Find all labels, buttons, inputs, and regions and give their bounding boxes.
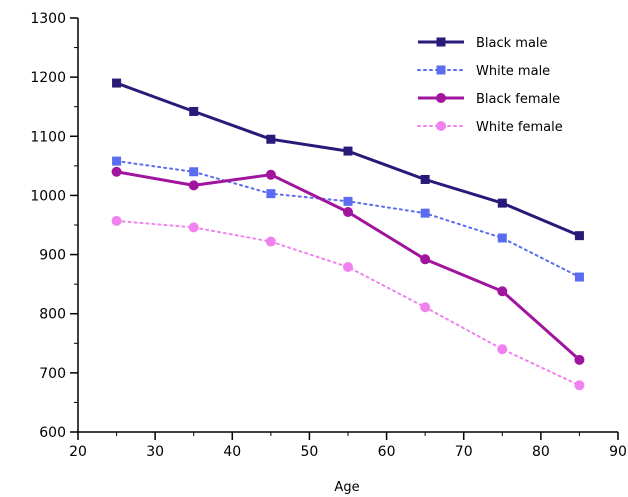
data-point-white-female [343, 261, 353, 272]
axes: 600 700 800 900 1000 1100 1200 1300 20 30 40 50 60 70… [30, 11, 627, 460]
legend: Black male White male Black female White fe… [417, 36, 563, 135]
data-point-black-male [189, 106, 199, 116]
legend-label: White male [476, 64, 550, 79]
series-white-male [112, 156, 584, 282]
series-black-male [112, 78, 584, 241]
legend-item-black-female: Black female [418, 92, 560, 107]
y-tick-label: 900 [39, 248, 66, 264]
data-point-white-male [420, 208, 430, 218]
data-point-black-male [112, 78, 122, 88]
x-tick-label: 80 [532, 444, 550, 460]
data-point-black-male [497, 198, 507, 208]
x-axis-title: Age [334, 480, 359, 495]
data-point-white-male [574, 272, 584, 282]
data-point-white-male [112, 156, 122, 166]
x-tick-label: 90 [609, 444, 627, 460]
data-point-white-male [343, 196, 353, 206]
y-tick-label: 700 [39, 366, 66, 382]
data-point-black-male [266, 134, 276, 144]
data-point-white-female [188, 222, 199, 233]
legend-item-white-male: White male [417, 64, 550, 79]
data-point-black-male [574, 231, 584, 241]
data-point-white-female [574, 380, 585, 391]
series-layer [111, 78, 585, 391]
data-point-black-female [420, 254, 431, 265]
y-tick-label: 800 [39, 307, 66, 323]
data-point-white-male [189, 167, 199, 177]
data-point-white-female [111, 215, 122, 226]
legend-swatch-marker [436, 37, 446, 47]
x-tick-label: 70 [455, 444, 473, 460]
data-point-white-female [420, 302, 431, 313]
data-point-white-female [497, 344, 508, 355]
legend-label: White female [476, 120, 563, 135]
y-tick-label: 1300 [30, 11, 66, 27]
legend-label: Black male [476, 36, 548, 51]
legend-item-black-male: Black male [418, 36, 548, 51]
data-point-black-male [420, 174, 430, 184]
data-point-white-female [265, 236, 276, 247]
x-tick-label: 20 [69, 444, 87, 460]
data-point-black-male [343, 146, 353, 156]
y-tick-label: 1000 [30, 188, 66, 204]
legend-swatch-marker [436, 93, 446, 103]
legend-swatch-marker [436, 65, 446, 75]
x-tick-label: 30 [146, 444, 164, 460]
legend-label: Black female [476, 92, 560, 107]
legend-swatch-marker [436, 121, 446, 131]
data-point-white-male [266, 189, 276, 199]
x-tick-label: 50 [301, 444, 319, 460]
data-point-black-female [574, 354, 585, 365]
data-point-black-female [111, 166, 122, 177]
data-point-black-female [343, 206, 353, 217]
data-point-white-male [497, 233, 507, 243]
legend-item-white-female: White female [417, 120, 563, 135]
series-black-female [111, 166, 585, 365]
series-line-white-female [115, 219, 581, 387]
x-tick-label: 40 [223, 444, 241, 460]
data-point-black-female [497, 286, 508, 297]
x-tick-label: 60 [378, 444, 396, 460]
y-tick-label: 600 [39, 425, 66, 441]
y-tick-label: 1100 [30, 129, 66, 145]
data-point-black-female [265, 169, 276, 180]
data-point-black-female [188, 180, 199, 191]
series-line-white-male [115, 160, 581, 278]
y-tick-label: 1200 [30, 70, 66, 86]
series-white-female [111, 215, 585, 391]
